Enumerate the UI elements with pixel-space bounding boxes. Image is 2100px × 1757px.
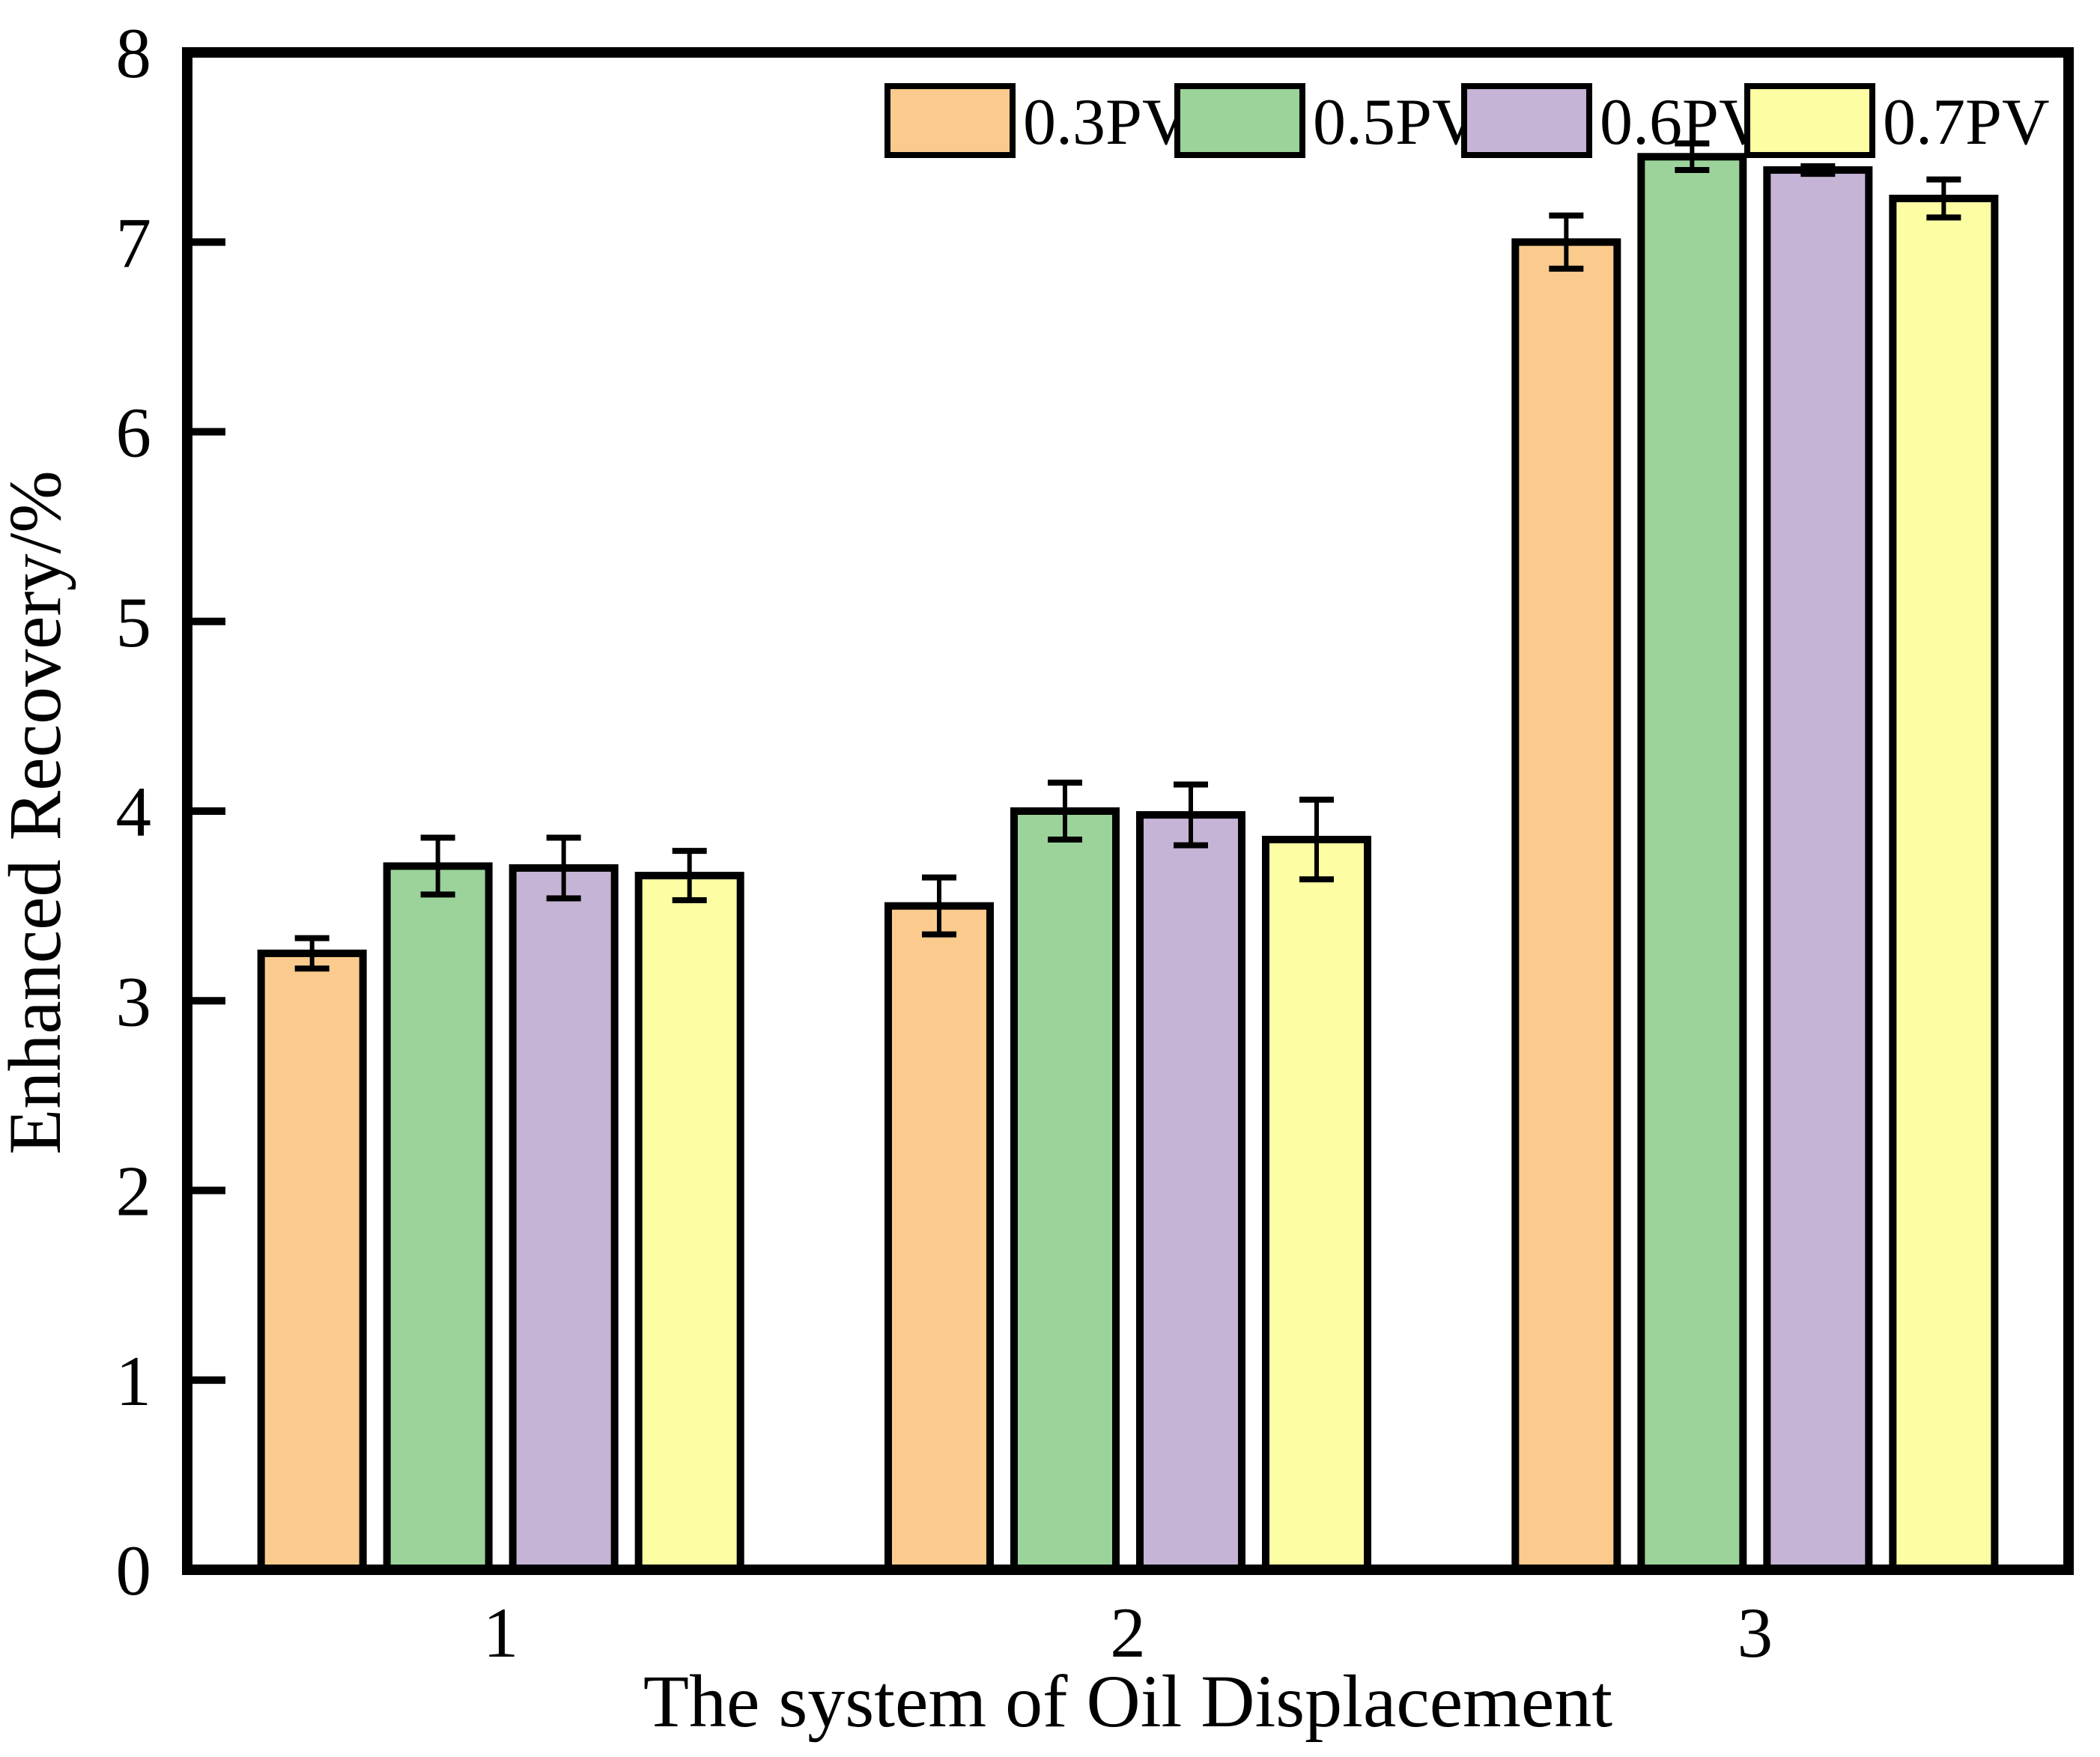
bar-0.3PV-group-1 bbox=[257, 949, 367, 1574]
legend-swatch-0.3PV bbox=[884, 83, 1016, 158]
bar-0.7PV-group-1 bbox=[634, 872, 744, 1574]
bar-0.3PV-group-2 bbox=[884, 902, 994, 1574]
x-axis-title: The system of Oil Displacement bbox=[643, 1660, 1612, 1743]
bar-0.6PV-group-2 bbox=[1136, 811, 1245, 1574]
legend-swatch-0.5PV bbox=[1174, 83, 1305, 158]
y-tick-label-8: 8 bbox=[116, 13, 152, 93]
x-tick-label-1: 1 bbox=[483, 1593, 519, 1672]
legend-label-0.3PV: 0.3PV bbox=[1023, 86, 1190, 159]
y-tick-label-3: 3 bbox=[116, 962, 152, 1041]
y-tick-label-4: 4 bbox=[116, 772, 152, 852]
x-tick-label-3: 3 bbox=[1738, 1593, 1773, 1672]
legend-swatch-0.6PV bbox=[1461, 83, 1592, 158]
plot-area-border bbox=[182, 47, 2074, 1575]
y-axis-title: Enhanced Recovery/% bbox=[0, 470, 76, 1154]
chart-dynamic-layer: 0 1 2 3 4 5 6 7 8 1 2 3 0.3PV 0.5PV 0.6PV 0.7PV bbox=[116, 13, 2050, 1672]
bar-0.6PV-group-1 bbox=[509, 864, 619, 1574]
legend-swatch-0.7PV bbox=[1744, 83, 1875, 158]
bar-0.7PV-group-3 bbox=[1889, 195, 1999, 1574]
legend-label-0.5PV: 0.5PV bbox=[1313, 86, 1480, 159]
legend-label-0.7PV: 0.7PV bbox=[1883, 86, 2050, 159]
bar-0.7PV-group-2 bbox=[1262, 835, 1371, 1574]
x-tick-label-2: 2 bbox=[1110, 1593, 1146, 1672]
y-tick-label-2: 2 bbox=[116, 1152, 152, 1231]
y-tick-label-0: 0 bbox=[116, 1531, 152, 1610]
y-tick-label-7: 7 bbox=[116, 203, 152, 282]
legend-label-0.6PV: 0.6PV bbox=[1600, 86, 1767, 159]
y-tick-label-6: 6 bbox=[116, 393, 152, 473]
bar-0.5PV-group-1 bbox=[383, 862, 493, 1574]
y-tick-label-5: 5 bbox=[116, 583, 152, 662]
bar-0.3PV-group-3 bbox=[1511, 238, 1621, 1574]
y-tick-label-1: 1 bbox=[116, 1341, 152, 1421]
bar-0.6PV-group-3 bbox=[1763, 166, 1873, 1574]
bar-0.5PV-group-2 bbox=[1010, 807, 1120, 1574]
bar-0.5PV-group-3 bbox=[1637, 153, 1747, 1574]
